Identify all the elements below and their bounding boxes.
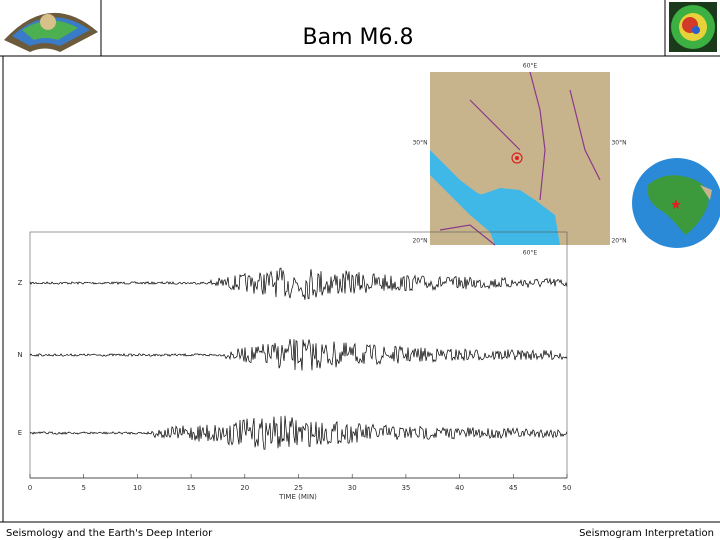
slide-title: Bam M6.8 [303, 25, 414, 50]
tick-label: 40 [455, 484, 464, 492]
trace-label: E [18, 429, 22, 437]
right-logo [669, 2, 717, 52]
footer-right: Seismogram Interpretation [579, 528, 714, 539]
map-label: 20°N [412, 238, 427, 245]
footer-left: Seismology and the Earth's Deep Interior [6, 528, 213, 539]
region-map [430, 71, 610, 246]
tick-label: 10 [133, 484, 142, 492]
waveform [29, 267, 568, 300]
map-label: 30°N [611, 140, 626, 147]
map-label: 20°N [611, 238, 626, 245]
waveform [29, 339, 568, 371]
tick-label: 50 [563, 484, 572, 492]
map-label: 60°E [523, 63, 538, 70]
map-label: 30°N [412, 140, 427, 147]
tick-label: 30 [348, 484, 357, 492]
tick-label: 5 [81, 484, 85, 492]
globe [632, 158, 720, 248]
tick-label: 35 [401, 484, 410, 492]
axis-label: TIME (MIN) [278, 493, 317, 501]
waveform [29, 415, 568, 450]
tick-label: 20 [240, 484, 249, 492]
tick-label: 15 [187, 484, 196, 492]
tick-label: 45 [509, 484, 518, 492]
trace-label: N [17, 351, 22, 359]
tick-label: 25 [294, 484, 303, 492]
trace-label: Z [18, 279, 23, 287]
map-label: 60°E [523, 250, 538, 257]
left-logo [4, 12, 98, 52]
tick-label: 0 [28, 484, 32, 492]
